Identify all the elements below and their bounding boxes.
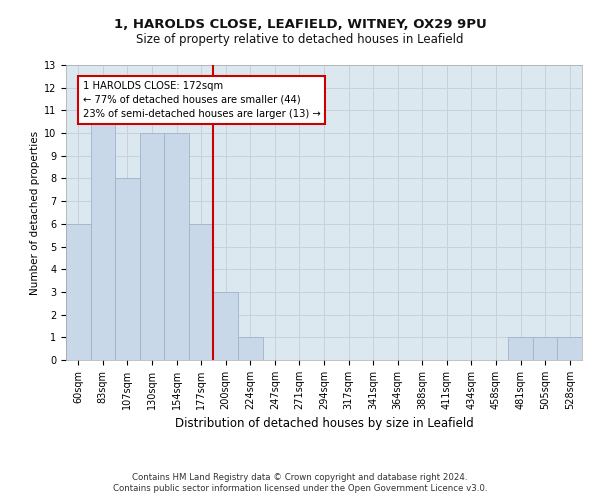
Text: 1 HAROLDS CLOSE: 172sqm
← 77% of detached houses are smaller (44)
23% of semi-de: 1 HAROLDS CLOSE: 172sqm ← 77% of detache… xyxy=(83,81,320,119)
Bar xyxy=(164,133,189,360)
Bar xyxy=(508,338,533,360)
Bar xyxy=(66,224,91,360)
Text: Contains HM Land Registry data © Crown copyright and database right 2024.: Contains HM Land Registry data © Crown c… xyxy=(132,472,468,482)
Bar xyxy=(91,110,115,360)
Text: Size of property relative to detached houses in Leafield: Size of property relative to detached ho… xyxy=(136,33,464,46)
Y-axis label: Number of detached properties: Number of detached properties xyxy=(30,130,40,294)
Bar xyxy=(238,338,263,360)
Text: Contains public sector information licensed under the Open Government Licence v3: Contains public sector information licen… xyxy=(113,484,487,493)
Bar xyxy=(557,338,582,360)
Bar xyxy=(189,224,214,360)
X-axis label: Distribution of detached houses by size in Leafield: Distribution of detached houses by size … xyxy=(175,418,473,430)
Bar xyxy=(533,338,557,360)
Bar xyxy=(115,178,140,360)
Bar xyxy=(140,133,164,360)
Text: 1, HAROLDS CLOSE, LEAFIELD, WITNEY, OX29 9PU: 1, HAROLDS CLOSE, LEAFIELD, WITNEY, OX29… xyxy=(113,18,487,30)
Bar xyxy=(214,292,238,360)
